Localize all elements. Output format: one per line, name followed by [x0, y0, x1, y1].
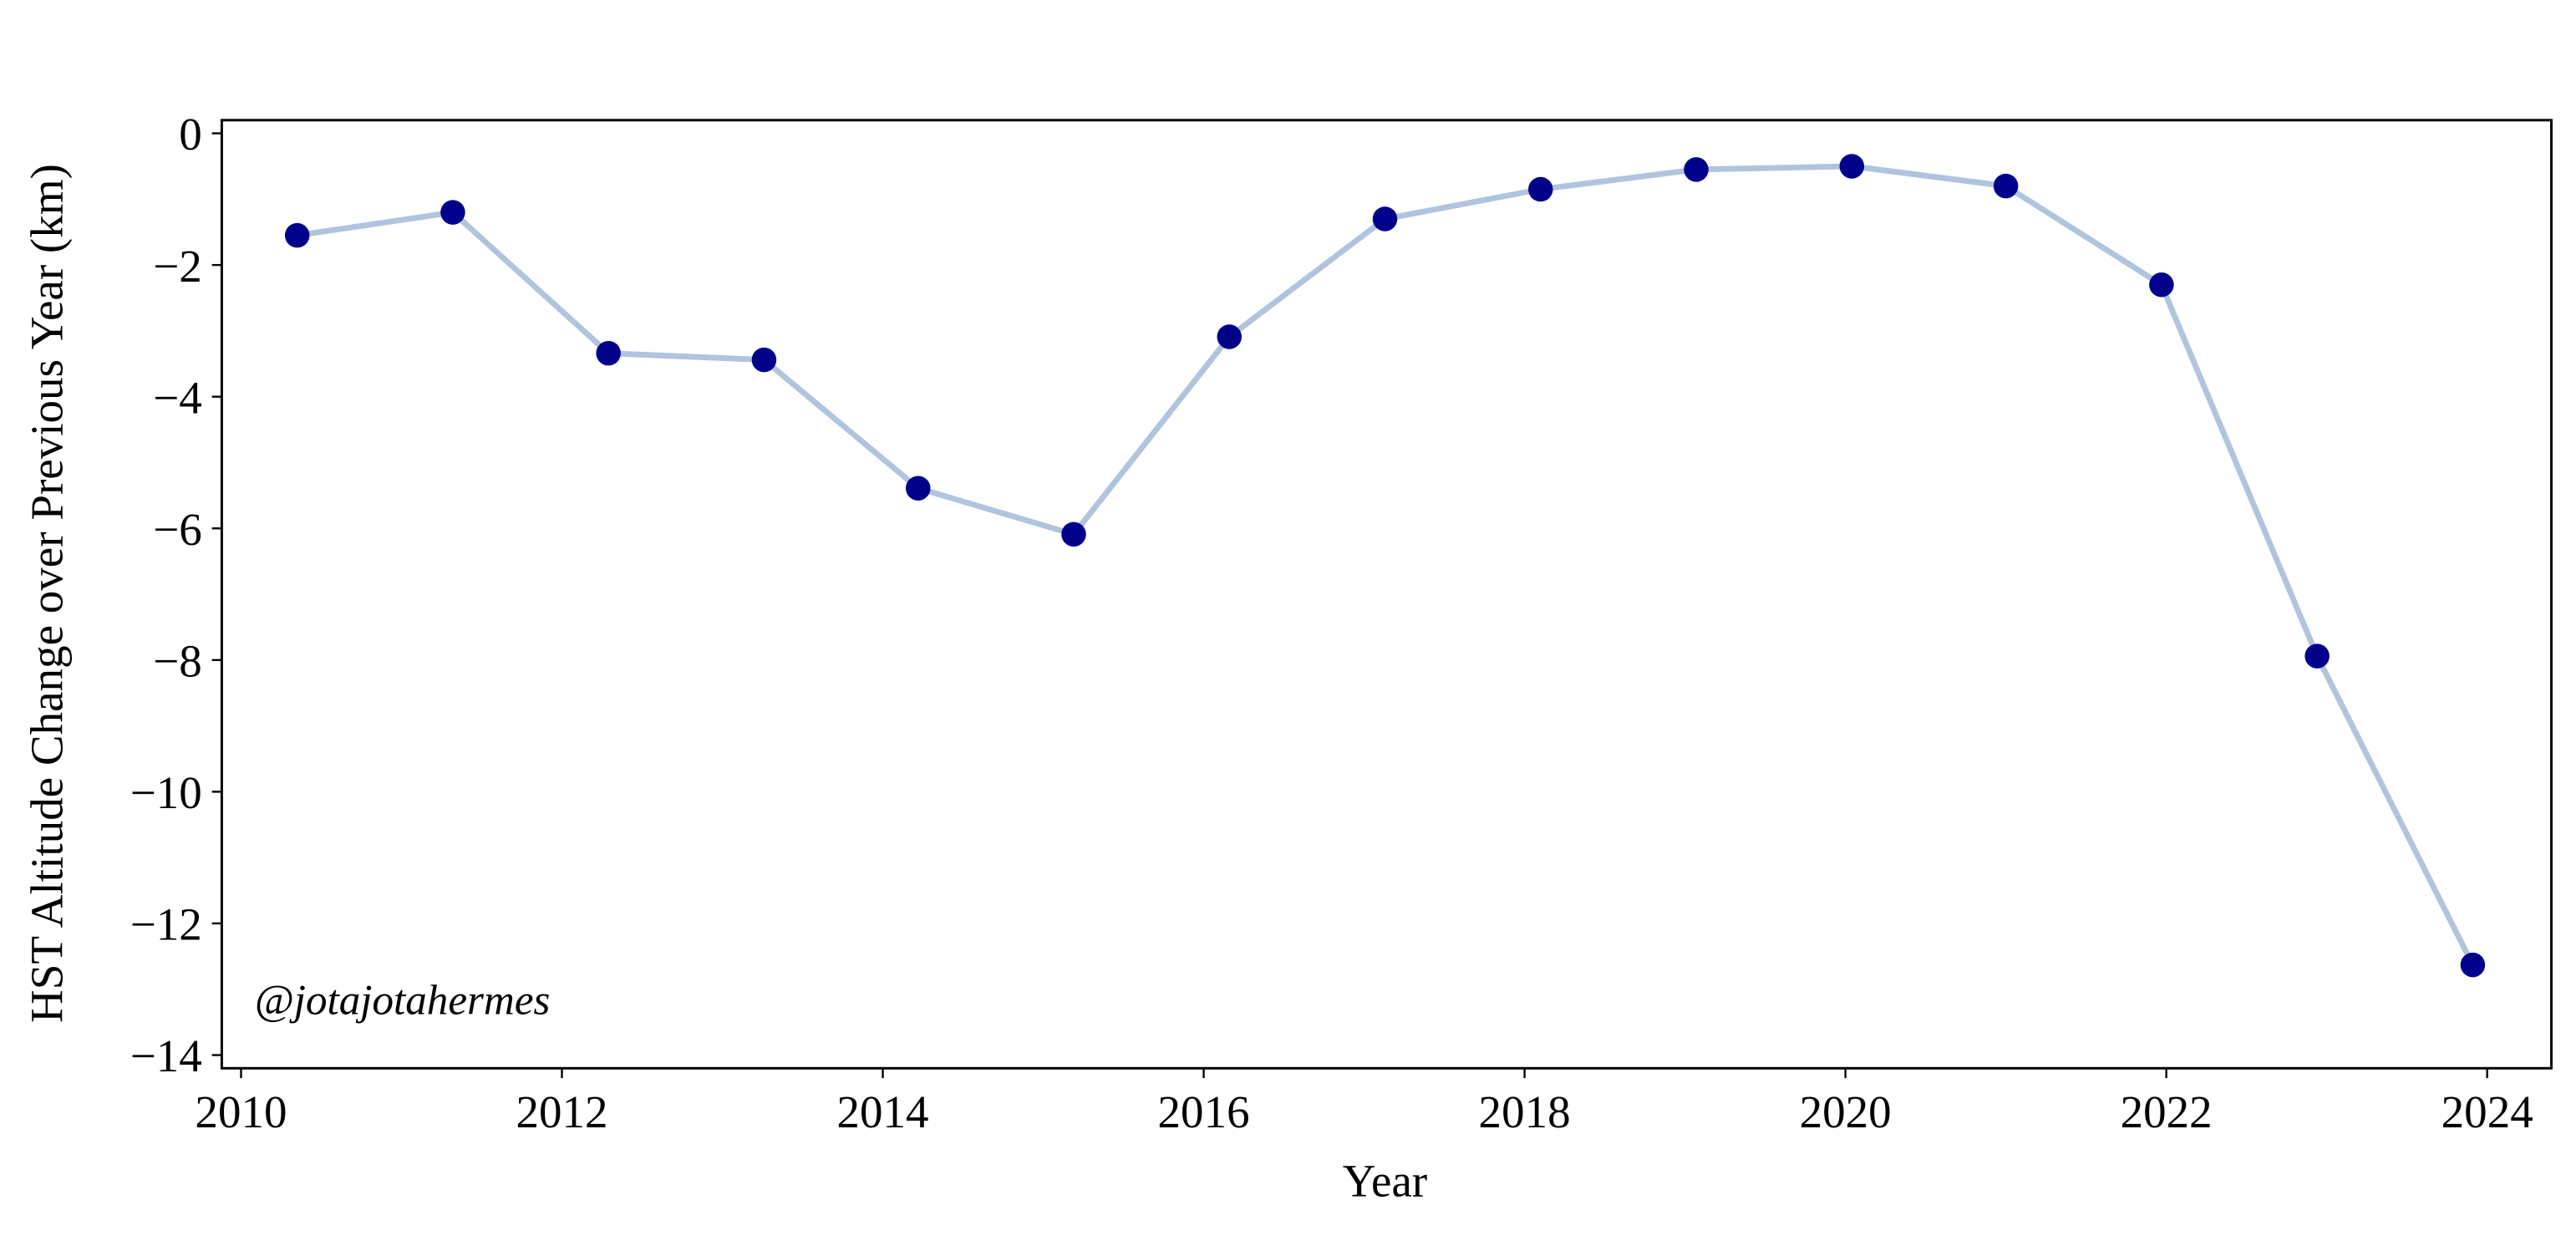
point	[1061, 521, 1086, 547]
annotation: @jotajotahermes	[255, 976, 551, 1024]
y-axis-label: HST Altitude Change over Previous Year (…	[22, 164, 73, 1023]
y-tick-label: 0	[179, 109, 202, 160]
x-tick-label: 2016	[1158, 1086, 1250, 1137]
y-tick-label: −14	[130, 1030, 202, 1081]
x-tick-label: 2010	[195, 1086, 287, 1137]
x-tick-label: 2018	[1479, 1086, 1571, 1137]
point	[2149, 272, 2174, 298]
point	[906, 476, 931, 501]
y-tick-label: −2	[153, 241, 202, 292]
y-tick-label: −10	[130, 767, 202, 818]
x-tick-label: 2024	[2441, 1086, 2533, 1137]
point	[1528, 176, 1553, 202]
x-tick-label: 2012	[516, 1086, 607, 1137]
y-tick-label: −4	[153, 372, 202, 423]
point	[1839, 154, 1865, 179]
plot-frame	[220, 119, 2553, 1070]
point	[1684, 157, 1709, 182]
point	[284, 222, 310, 248]
point	[1372, 206, 1398, 231]
y-tick-label: −6	[153, 504, 202, 555]
x-axis-label: Year	[1343, 1156, 1427, 1207]
point	[1993, 173, 2019, 199]
x-tick-label: 2014	[836, 1086, 928, 1137]
point	[751, 347, 777, 373]
point	[596, 340, 621, 366]
point	[2460, 952, 2486, 978]
y-tick-label: −8	[153, 635, 202, 686]
point	[440, 200, 465, 225]
point	[2304, 643, 2330, 669]
point	[1217, 324, 1242, 349]
x-tick-label: 2022	[2121, 1086, 2213, 1137]
x-tick-label: 2020	[1800, 1086, 1892, 1137]
y-tick-label: −12	[130, 899, 202, 950]
